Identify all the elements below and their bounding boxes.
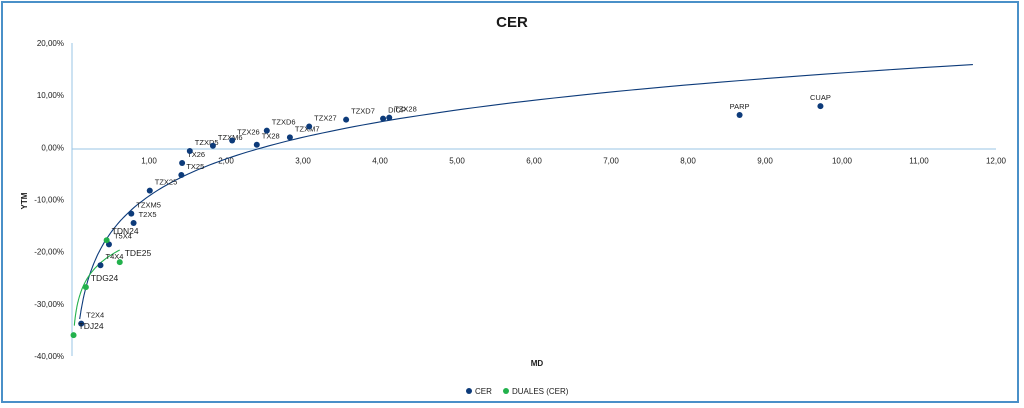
legend-label: CER (475, 387, 492, 396)
chart-frame: CER YTM MD 20,00% 10,00% 0,00% -10,00% -20,0… (1, 1, 1019, 403)
data-label: TZXM7 (295, 124, 320, 133)
data-point (286, 134, 293, 141)
y-tick-label: -40,00% (34, 352, 64, 361)
data-label: TZX25 (155, 178, 178, 187)
data-point (186, 147, 193, 154)
y-axis-title: YTM (20, 192, 29, 209)
y-tick-label: -30,00% (34, 300, 64, 309)
data-point (263, 127, 270, 134)
x-tick-label: 4,00 (372, 156, 388, 165)
x-tick-label: 5,00 (449, 156, 465, 165)
y-tick-label: -10,00% (34, 196, 64, 205)
y-tick-label: 10,00% (37, 91, 64, 100)
data-point (253, 141, 260, 148)
data-point (229, 137, 236, 144)
data-point (116, 259, 123, 266)
data-label: TDE25 (125, 248, 152, 258)
data-label: T2X5 (139, 210, 157, 219)
y-tick-label: 20,00% (37, 39, 64, 48)
data-label: TDN24 (112, 226, 139, 236)
data-label: TZXD6 (272, 118, 296, 127)
data-label: TX25 (186, 162, 204, 171)
x-tick-label: 2,00 (218, 156, 234, 165)
data-label: TZX27 (314, 113, 337, 122)
x-tick-label: 6,00 (526, 156, 542, 165)
data-label: TZX26 (237, 128, 260, 137)
data-label: DICP (388, 106, 406, 115)
data-label: PARP (730, 102, 750, 111)
data-point (386, 114, 393, 121)
data-point (178, 171, 185, 178)
trendlines (73, 64, 973, 326)
data-points: T2X4T4X4T5X4T2X5TZXM5TZX25TX25TX26TZXD5T… (70, 93, 831, 339)
legend-label: DUALES (CER) (512, 387, 569, 396)
y-tick-labels: 20,00% 10,00% 0,00% -10,00% -20,00% -30,00% -4… (34, 39, 64, 361)
x-tick-labels: 1,00 2,00 3,00 4,00 5,00 6,00 7,00 8,00 9,00 10,0… (141, 156, 1006, 165)
data-point (817, 103, 824, 110)
x-tick-label: 3,00 (295, 156, 311, 165)
trendline-cer (79, 64, 973, 320)
data-point (78, 320, 85, 327)
data-point (103, 237, 110, 244)
y-tick-label: 0,00% (41, 143, 64, 152)
x-tick-label: 9,00 (757, 156, 773, 165)
legend: CER DUALES (CER) (466, 387, 569, 396)
data-label: TX26 (187, 150, 205, 159)
data-point (179, 159, 186, 166)
data-label: T4X4 (105, 252, 123, 261)
data-point (209, 142, 216, 149)
chart-title: CER (496, 14, 528, 31)
x-axis-title: MD (531, 359, 544, 368)
data-label: T2X4 (86, 311, 104, 320)
data-point (146, 187, 153, 194)
data-label: TX28 (262, 132, 280, 141)
legend-marker (466, 388, 472, 394)
x-tick-label: 1,00 (141, 156, 157, 165)
data-label: TDG24 (91, 273, 119, 283)
legend-marker (503, 388, 509, 394)
x-tick-label: 10,00 (832, 156, 853, 165)
data-label: TZXM6 (218, 133, 243, 142)
data-point (736, 111, 743, 118)
data-point (82, 284, 89, 291)
data-label: T5X4 (114, 231, 132, 240)
data-point (97, 262, 104, 269)
data-label: TZXD7 (351, 107, 375, 116)
y-tick-label: -20,00% (34, 248, 64, 257)
data-point (380, 115, 387, 122)
data-point (343, 116, 350, 123)
x-tick-label: 7,00 (603, 156, 619, 165)
data-point (70, 332, 77, 339)
data-point (130, 219, 137, 226)
chart-svg: CER YTM MD 20,00% 10,00% 0,00% -10,00% -20,0… (20, 14, 1007, 396)
x-tick-label: 11,00 (909, 156, 929, 165)
x-tick-label: 12,00 (986, 156, 1007, 165)
data-point (306, 123, 313, 130)
data-label: TZX28 (394, 105, 417, 114)
data-label: TZXM5 (136, 201, 161, 210)
data-label: TZXD5 (195, 138, 219, 147)
data-label: CUAP (810, 93, 831, 102)
data-point (128, 210, 135, 217)
data-label: TDJ24 (79, 321, 104, 331)
x-tick-label: 8,00 (680, 156, 696, 165)
